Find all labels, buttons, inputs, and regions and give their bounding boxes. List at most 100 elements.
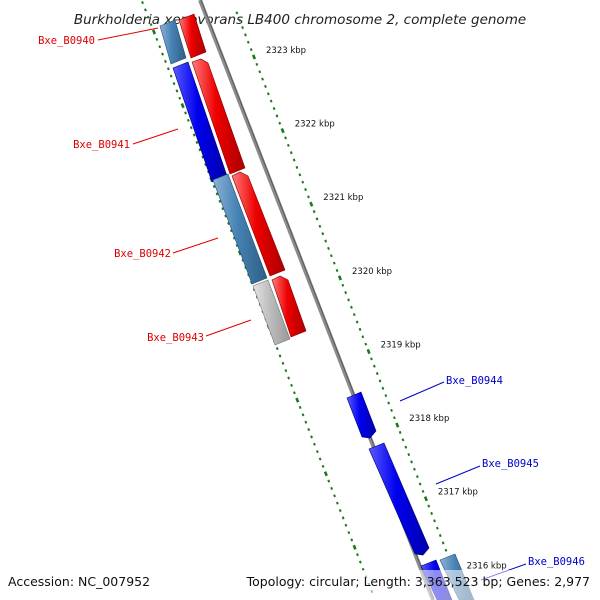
gene-bxe-b0943-cog-track[interactable]	[252, 279, 291, 346]
minor-tick-right	[272, 107, 276, 111]
minor-tick-left	[335, 501, 339, 505]
minor-tick-right	[304, 188, 307, 192]
gene-label-bxe-b0944[interactable]: Bxe_B0944	[446, 375, 503, 387]
gene-bxe-b0941[interactable]	[172, 58, 246, 183]
gene-bxe-b0940-cog-track[interactable]	[159, 19, 187, 65]
minor-tick-right	[298, 173, 302, 177]
minor-tick-left	[358, 560, 362, 564]
gene-label-bxe-b0945[interactable]: Bxe_B0945	[482, 458, 539, 470]
minor-tick-left	[275, 347, 279, 351]
minor-tick-left	[178, 96, 182, 100]
major-tick-left	[151, 29, 157, 35]
minor-tick-right	[269, 99, 273, 103]
minor-tick-left	[321, 464, 325, 468]
footer-backdrop	[0, 570, 600, 600]
minor-tick-right	[246, 40, 250, 44]
minor-tick-right	[332, 261, 336, 265]
minor-tick-left	[192, 133, 196, 137]
minor-tick-right	[295, 165, 299, 169]
gene-label-bxe-b0940[interactable]: Bxe_B0940	[38, 35, 95, 47]
minor-tick-right	[284, 136, 287, 140]
accession-text: Accession: NC_007952	[8, 574, 150, 589]
leader-bxe-b0944	[399, 381, 445, 402]
gene-bxe-b0943-strand-track[interactable]	[271, 275, 307, 338]
gene-bxe-b0943[interactable]	[252, 275, 307, 346]
minor-tick-left	[146, 15, 150, 19]
leader-bxe-b0941	[132, 128, 179, 145]
minor-tick-left	[310, 435, 313, 439]
minor-tick-right	[410, 460, 413, 464]
minor-tick-left	[158, 45, 162, 49]
minor-tick-left	[318, 457, 322, 461]
gene-bxe-b0941-strand-track[interactable]	[191, 58, 246, 175]
minor-tick-right	[324, 239, 328, 243]
minor-tick-left	[344, 523, 348, 527]
gene-bxe-b0942-cog-track[interactable]	[212, 173, 268, 285]
minor-tick-right	[398, 430, 402, 434]
leader-bxe-b0945	[435, 465, 481, 485]
minor-tick-right	[244, 33, 247, 37]
major-tick-left	[237, 250, 243, 256]
gene-label-bxe-b0943[interactable]: Bxe_B0943	[147, 332, 204, 344]
gene-bxe-b0944-strand-track[interactable]	[346, 391, 377, 439]
gene-bxe-b0945-strand-track[interactable]	[368, 442, 430, 556]
minor-tick-right	[315, 217, 319, 221]
minor-tick-left	[184, 111, 187, 115]
minor-tick-left	[330, 486, 334, 490]
minor-tick-right	[361, 335, 365, 339]
minor-tick-left	[284, 369, 288, 373]
minor-tick-left	[155, 37, 159, 41]
minor-tick-left	[161, 52, 164, 56]
gene-label-bxe-b0946[interactable]: Bxe_B0946	[528, 556, 585, 568]
gene-bxe-b0942[interactable]	[212, 171, 286, 285]
minor-tick-right	[427, 504, 431, 508]
minor-tick-right	[438, 534, 442, 538]
major-tick-right	[309, 201, 314, 207]
minor-tick-left	[215, 192, 219, 196]
minor-tick-right	[430, 511, 434, 515]
minor-tick-left	[338, 509, 342, 513]
minor-tick-right	[321, 232, 325, 236]
major-tick-right	[423, 496, 428, 502]
minor-tick-left	[166, 67, 170, 71]
minor-tick-left	[350, 538, 354, 542]
minor-tick-right	[341, 283, 345, 287]
minor-tick-left	[201, 155, 205, 159]
tick-label-group: 2323 kbp 2322 kbp 2321 kbp 2320 kbp 2319 kbp…	[266, 46, 507, 571]
minor-tick-right	[318, 224, 322, 228]
minor-tick-right	[372, 364, 376, 368]
minor-tick-right	[292, 158, 296, 162]
tick-label-2319: 2319 kbp	[381, 341, 421, 351]
gene-label-bxe-b0941[interactable]: Bxe_B0941	[73, 139, 130, 151]
minor-tick-left	[315, 450, 319, 454]
minor-tick-left	[327, 479, 331, 483]
minor-tick-right	[415, 475, 419, 479]
minor-tick-right	[358, 327, 362, 331]
minor-tick-right	[275, 114, 279, 118]
gene-bxe-b0944[interactable]	[346, 391, 377, 439]
minor-tick-right	[350, 305, 353, 309]
minor-tick-left	[198, 148, 202, 152]
gene-bxe-b0942-strand-track[interactable]	[231, 171, 286, 277]
minor-tick-left	[144, 8, 147, 12]
gene-bxe-b0945[interactable]	[368, 442, 430, 556]
leader-bxe-b0943	[205, 319, 252, 337]
minor-tick-left	[333, 494, 336, 498]
tick-label-2317: 2317 kbp	[438, 488, 478, 498]
minor-tick-left	[235, 243, 239, 248]
gene-bxe-b0940[interactable]	[159, 13, 207, 65]
leader-bxe-b0942	[172, 237, 219, 254]
minor-tick-right	[249, 48, 253, 52]
minor-tick-left	[186, 118, 190, 122]
minor-tick-left	[292, 391, 296, 395]
minor-tick-left	[227, 221, 230, 225]
minor-tick-right	[392, 416, 396, 420]
minor-tick-left	[347, 531, 351, 535]
minor-tick-right	[407, 453, 411, 457]
minor-tick-right	[375, 372, 379, 376]
minor-tick-right	[364, 342, 368, 346]
minor-tick-left	[232, 236, 236, 240]
gene-label-bxe-b0942[interactable]: Bxe_B0942	[114, 248, 171, 260]
gene-bxe-b0940-strand-track[interactable]	[178, 13, 207, 59]
minor-tick-right	[418, 482, 422, 486]
